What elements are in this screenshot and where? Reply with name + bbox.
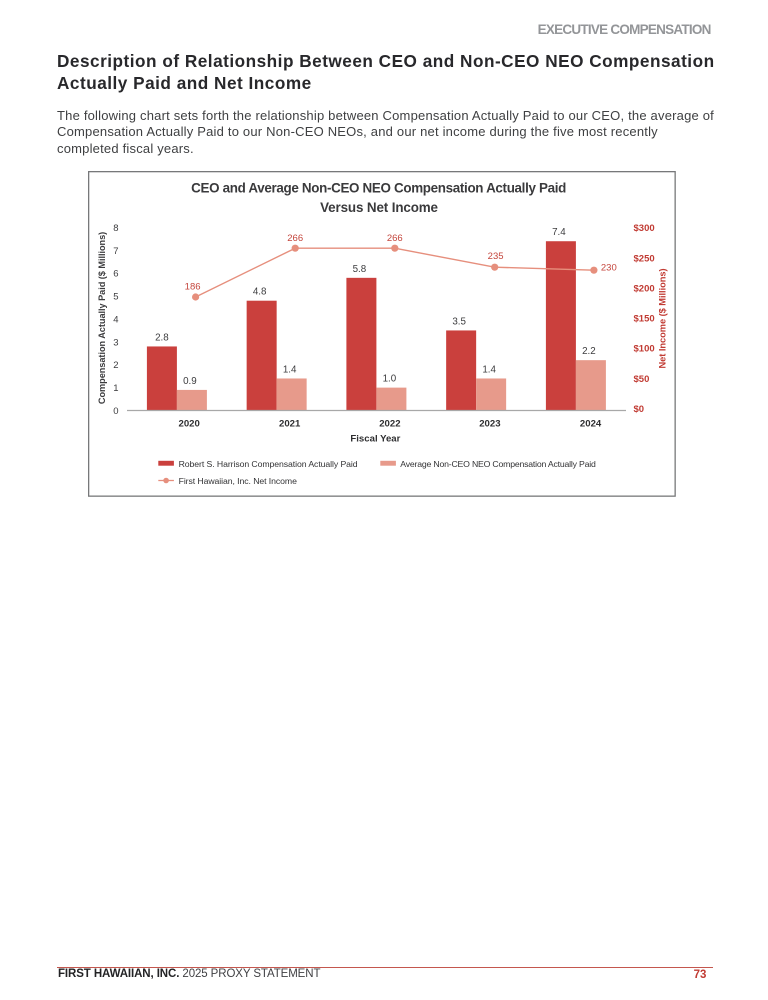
svg-text:3: 3 bbox=[113, 337, 118, 348]
svg-text:2021: 2021 bbox=[279, 419, 301, 430]
svg-text:6: 6 bbox=[113, 269, 118, 280]
svg-text:4: 4 bbox=[113, 314, 118, 325]
svg-text:Compensation Actually Paid ($: Compensation Actually Paid ($ Millions) bbox=[97, 232, 107, 404]
svg-text:2.8: 2.8 bbox=[155, 333, 169, 344]
svg-text:$300: $300 bbox=[634, 223, 655, 234]
svg-text:First Hawaiian, Inc. Net Incom: First Hawaiian, Inc. Net Income bbox=[179, 476, 297, 486]
svg-text:2023: 2023 bbox=[479, 419, 500, 430]
svg-text:230: 230 bbox=[601, 262, 617, 273]
svg-text:2024: 2024 bbox=[580, 419, 602, 430]
svg-text:8: 8 bbox=[113, 223, 118, 234]
svg-text:266: 266 bbox=[287, 233, 303, 244]
svg-text:2.2: 2.2 bbox=[582, 346, 596, 357]
svg-text:$100: $100 bbox=[634, 344, 655, 355]
svg-text:$50: $50 bbox=[634, 374, 650, 385]
svg-text:235: 235 bbox=[488, 251, 504, 262]
svg-text:CEO and Average Non-CEO NEO Co: CEO and Average Non-CEO NEO Compensation… bbox=[191, 180, 566, 195]
svg-text:266: 266 bbox=[387, 233, 403, 244]
svg-text:$250: $250 bbox=[634, 253, 655, 264]
svg-text:0.9: 0.9 bbox=[183, 376, 197, 387]
svg-text:1.0: 1.0 bbox=[383, 374, 397, 385]
svg-text:$150: $150 bbox=[634, 314, 655, 325]
svg-text:2022: 2022 bbox=[379, 419, 400, 430]
svg-text:Fiscal Year: Fiscal Year bbox=[350, 433, 400, 444]
svg-text:2: 2 bbox=[113, 360, 118, 371]
svg-text:5: 5 bbox=[113, 292, 118, 303]
svg-text:$0: $0 bbox=[634, 404, 645, 415]
svg-text:7.4: 7.4 bbox=[552, 227, 566, 238]
svg-text:$200: $200 bbox=[634, 283, 655, 294]
svg-text:Robert S. Harrison Compensatio: Robert S. Harrison Compensation Actually… bbox=[179, 459, 358, 469]
svg-text:1.4: 1.4 bbox=[482, 365, 496, 376]
svg-text:1: 1 bbox=[113, 383, 118, 394]
svg-text:1.4: 1.4 bbox=[283, 365, 297, 376]
svg-text:186: 186 bbox=[185, 281, 201, 292]
svg-text:Versus Net Income: Versus Net Income bbox=[320, 200, 438, 215]
svg-text:Average Non-CEO NEO Compensati: Average Non-CEO NEO Compensation Actuall… bbox=[400, 459, 596, 469]
svg-text:3.5: 3.5 bbox=[452, 316, 466, 327]
svg-text:2020: 2020 bbox=[179, 419, 200, 430]
svg-text:Net Income ($ Millions): Net Income ($ Millions) bbox=[658, 268, 668, 368]
svg-text:4.8: 4.8 bbox=[253, 287, 267, 298]
svg-text:5.8: 5.8 bbox=[353, 264, 367, 275]
svg-text:0: 0 bbox=[113, 406, 118, 417]
svg-text:7: 7 bbox=[113, 246, 118, 257]
